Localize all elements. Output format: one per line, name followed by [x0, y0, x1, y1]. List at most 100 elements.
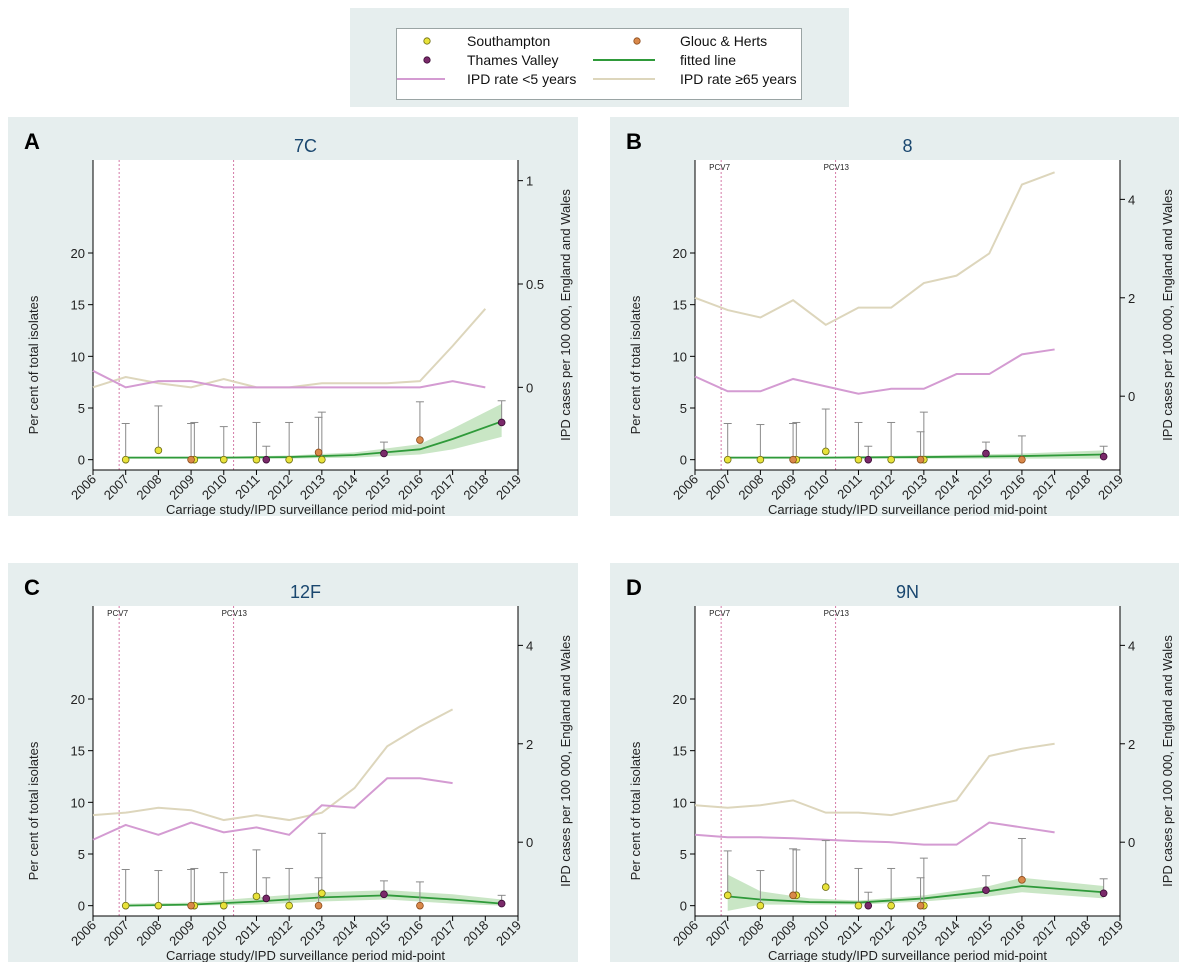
ipd-over65-line [92, 708, 454, 822]
x-tick-label: 2012 [866, 472, 897, 503]
data-point [789, 891, 797, 900]
x-tick-label: 2015 [964, 472, 995, 503]
y-tick-label: 20 [71, 692, 85, 707]
plot-area [93, 606, 518, 916]
y-tick-label: 20 [673, 246, 687, 261]
vaccine-label: PCV13 [824, 163, 850, 172]
panel-a: A 7C 0 5 10 15 20 0 0.5 1 2006 2007 2008 2009 2010 2011… [8, 117, 578, 516]
right-tick-label: 1 [526, 174, 533, 189]
x-tick-label: 2013 [899, 472, 930, 503]
data-point [380, 449, 388, 458]
data-point [854, 455, 863, 464]
y-axis-label: Per cent of total isolates [628, 295, 643, 434]
x-tick-label: 2010 [199, 472, 230, 503]
vaccine-label: PCV13 [222, 609, 248, 618]
x-tick-label: 2017 [1030, 472, 1061, 503]
x-tick-label: 2018 [460, 918, 491, 949]
right-tick-label: 4 [1128, 192, 1135, 207]
data-point [916, 901, 925, 910]
right-tick-label: 2 [1128, 291, 1135, 306]
data-point [252, 455, 261, 464]
y-tick-label: 15 [673, 298, 687, 313]
x-tick-label: 2010 [801, 918, 832, 949]
y-tick-label: 5 [78, 847, 85, 862]
data-point [854, 901, 863, 910]
data-point [821, 447, 830, 456]
data-point [121, 455, 130, 464]
ipd-under5-line [92, 369, 486, 389]
x-tick-label: 2008 [133, 472, 164, 503]
x-axis-label: Carriage study/IPD surveillance period m… [768, 502, 1047, 516]
x-tick-label: 2006 [670, 472, 701, 503]
plot-area [93, 160, 518, 470]
data-point [285, 901, 293, 910]
x-tick-label: 2009 [166, 472, 197, 503]
legend-label: Thames Valley [467, 52, 559, 68]
x-tick-label: 2018 [1062, 472, 1093, 503]
legend-label: IPD rate ≥65 years [680, 71, 797, 87]
data-point [262, 455, 271, 464]
right-axis-label: IPD cases per 100 000, England and Wales [1160, 635, 1175, 887]
y-tick-label: 15 [71, 744, 85, 759]
y-axis-label: Per cent of total isolates [26, 741, 41, 880]
data-point [252, 892, 261, 901]
x-tick-label: 2012 [264, 918, 295, 949]
legend-box: Southampton Glouc & Herts Thames Valley fit… [396, 28, 802, 100]
x-tick-label: 2007 [101, 472, 132, 503]
y-tick-label: 5 [680, 401, 687, 416]
x-tick-label: 2018 [1062, 918, 1093, 949]
panel-title: 7C [294, 136, 317, 156]
data-point [789, 455, 797, 464]
x-tick-label: 2011 [834, 472, 864, 502]
data-point [497, 899, 506, 908]
y-tick-label: 0 [680, 899, 687, 914]
right-tick-label: 2 [526, 737, 533, 752]
y-tick-label: 20 [673, 692, 687, 707]
y-tick-label: 10 [673, 795, 687, 810]
data-point [187, 901, 195, 910]
x-tick-label: 2019 [1095, 472, 1126, 503]
y-tick-label: 5 [680, 847, 687, 862]
legend-entries: Southampton Glouc & Herts Thames Valley fit… [397, 33, 797, 87]
x-tick-label: 2018 [460, 472, 491, 503]
x-tick-label: 2006 [68, 472, 99, 503]
x-tick-label: 2014 [330, 918, 361, 949]
data-point [318, 889, 326, 898]
panel-letter: A [24, 129, 40, 154]
x-tick-label: 2011 [232, 472, 262, 502]
right-tick-label: 0 [526, 380, 533, 395]
legend-entry: Southampton [423, 33, 550, 49]
right-tick-label: 0 [1128, 835, 1135, 850]
y-tick-label: 0 [78, 899, 85, 914]
data-point [756, 455, 765, 464]
right-tick-label: 0 [526, 835, 533, 850]
ipd-over65-line [694, 742, 1055, 817]
vaccine-label: PCV7 [709, 163, 730, 172]
legend-label: IPD rate <5 years [467, 71, 576, 87]
legend-label: Southampton [467, 33, 550, 49]
data-point [497, 418, 506, 427]
legend: Southampton Glouc & Herts Thames Valley fit… [350, 8, 849, 107]
data-point [864, 455, 873, 464]
data-point [723, 891, 732, 900]
right-axis-label: IPD cases per 100 000, England and Wales [1160, 189, 1175, 441]
data-point [887, 455, 895, 464]
data-point [121, 901, 130, 910]
legend-label: Glouc & Herts [680, 33, 767, 49]
data-point [314, 901, 323, 910]
y-tick-label: 15 [673, 744, 687, 759]
panel-letter: B [626, 129, 642, 154]
data-point [1099, 889, 1108, 898]
x-tick-label: 2008 [735, 472, 766, 503]
panel-b: B 8 PCV7 PCV13 0 5 10 15 20 0 2 4 2006 2007 2008 2009 20… [610, 117, 1179, 516]
x-axis-label: Carriage study/IPD surveillance period m… [166, 502, 445, 516]
right-axis-label: IPD cases per 100 000, England and Wales [558, 635, 573, 887]
x-axis-label: Carriage study/IPD surveillance period m… [166, 948, 445, 962]
x-tick-label: 2008 [133, 918, 164, 949]
x-tick-label: 2017 [1030, 918, 1061, 949]
right-tick-label: 0 [1128, 389, 1135, 404]
data-point [219, 455, 228, 464]
data-point [187, 455, 195, 464]
data-point [1018, 455, 1026, 464]
